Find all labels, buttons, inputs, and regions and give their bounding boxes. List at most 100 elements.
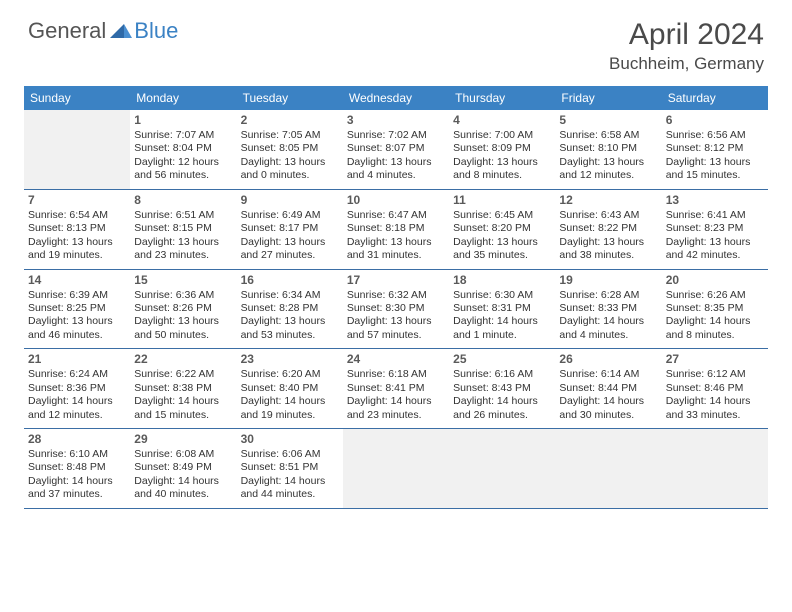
day-detail: Daylight: 13 hours (28, 315, 126, 328)
day-detail: Daylight: 12 hours (134, 156, 232, 169)
day-detail: Daylight: 13 hours (559, 156, 657, 169)
day-detail: and 19 minutes. (241, 409, 339, 422)
day-detail: Sunset: 8:13 PM (28, 222, 126, 235)
day-detail: and 4 minutes. (559, 329, 657, 342)
day-detail: Sunrise: 7:05 AM (241, 129, 339, 142)
day-detail: Sunset: 8:46 PM (666, 382, 764, 395)
day-detail: and 33 minutes. (666, 409, 764, 422)
day-detail: Sunset: 8:31 PM (453, 302, 551, 315)
weekday-header: Wednesday (343, 86, 449, 110)
day-detail: Sunrise: 6:58 AM (559, 129, 657, 142)
day-detail: Sunset: 8:33 PM (559, 302, 657, 315)
calendar-day: 9Sunrise: 6:49 AMSunset: 8:17 PMDaylight… (237, 190, 343, 269)
day-number: 27 (666, 352, 764, 366)
day-detail: Daylight: 13 hours (347, 315, 445, 328)
day-detail: Daylight: 13 hours (453, 156, 551, 169)
day-detail: Daylight: 14 hours (666, 315, 764, 328)
calendar-day: 16Sunrise: 6:34 AMSunset: 8:28 PMDayligh… (237, 270, 343, 349)
day-detail: Sunset: 8:35 PM (666, 302, 764, 315)
calendar-day (343, 429, 449, 508)
calendar-week: 28Sunrise: 6:10 AMSunset: 8:48 PMDayligh… (24, 429, 768, 509)
day-detail: Sunrise: 6:47 AM (347, 209, 445, 222)
day-number: 9 (241, 193, 339, 207)
day-detail: Sunset: 8:17 PM (241, 222, 339, 235)
day-detail: Sunrise: 6:43 AM (559, 209, 657, 222)
day-number: 13 (666, 193, 764, 207)
day-detail: Sunrise: 6:32 AM (347, 289, 445, 302)
day-detail: and 40 minutes. (134, 488, 232, 501)
day-detail: Sunset: 8:38 PM (134, 382, 232, 395)
day-detail: and 53 minutes. (241, 329, 339, 342)
day-detail: Daylight: 14 hours (28, 475, 126, 488)
day-detail: and 57 minutes. (347, 329, 445, 342)
day-detail: Sunrise: 6:06 AM (241, 448, 339, 461)
day-detail: Daylight: 14 hours (666, 395, 764, 408)
calendar-day: 28Sunrise: 6:10 AMSunset: 8:48 PMDayligh… (24, 429, 130, 508)
calendar-day: 25Sunrise: 6:16 AMSunset: 8:43 PMDayligh… (449, 349, 555, 428)
day-detail: Daylight: 13 hours (241, 315, 339, 328)
calendar-day: 1Sunrise: 7:07 AMSunset: 8:04 PMDaylight… (130, 110, 236, 189)
calendar-day: 10Sunrise: 6:47 AMSunset: 8:18 PMDayligh… (343, 190, 449, 269)
day-detail: Sunrise: 6:22 AM (134, 368, 232, 381)
calendar-day: 2Sunrise: 7:05 AMSunset: 8:05 PMDaylight… (237, 110, 343, 189)
calendar-day: 27Sunrise: 6:12 AMSunset: 8:46 PMDayligh… (662, 349, 768, 428)
weekday-header-row: Sunday Monday Tuesday Wednesday Thursday… (24, 86, 768, 110)
logo: General Blue (28, 18, 178, 44)
day-number: 16 (241, 273, 339, 287)
day-detail: and 26 minutes. (453, 409, 551, 422)
day-number: 6 (666, 113, 764, 127)
day-number: 23 (241, 352, 339, 366)
day-detail: Daylight: 13 hours (241, 156, 339, 169)
calendar-grid: 1Sunrise: 7:07 AMSunset: 8:04 PMDaylight… (24, 110, 768, 509)
calendar-day (555, 429, 661, 508)
day-number: 30 (241, 432, 339, 446)
day-detail: Sunrise: 6:34 AM (241, 289, 339, 302)
day-number: 3 (347, 113, 445, 127)
day-detail: and 12 minutes. (28, 409, 126, 422)
day-detail: Sunset: 8:05 PM (241, 142, 339, 155)
calendar-day: 12Sunrise: 6:43 AMSunset: 8:22 PMDayligh… (555, 190, 661, 269)
day-number: 18 (453, 273, 551, 287)
day-detail: and 23 minutes. (347, 409, 445, 422)
day-detail: Sunset: 8:36 PM (28, 382, 126, 395)
day-detail: Daylight: 13 hours (241, 236, 339, 249)
day-detail: Sunset: 8:43 PM (453, 382, 551, 395)
day-detail: Daylight: 14 hours (453, 395, 551, 408)
day-number: 8 (134, 193, 232, 207)
day-detail: Sunrise: 7:07 AM (134, 129, 232, 142)
day-detail: Sunset: 8:20 PM (453, 222, 551, 235)
calendar-week: 14Sunrise: 6:39 AMSunset: 8:25 PMDayligh… (24, 270, 768, 350)
day-number: 7 (28, 193, 126, 207)
day-detail: Sunset: 8:23 PM (666, 222, 764, 235)
calendar-week: 21Sunrise: 6:24 AMSunset: 8:36 PMDayligh… (24, 349, 768, 429)
day-detail: Sunset: 8:25 PM (28, 302, 126, 315)
calendar-day: 29Sunrise: 6:08 AMSunset: 8:49 PMDayligh… (130, 429, 236, 508)
day-detail: Sunset: 8:12 PM (666, 142, 764, 155)
day-detail: Sunset: 8:41 PM (347, 382, 445, 395)
calendar-day: 17Sunrise: 6:32 AMSunset: 8:30 PMDayligh… (343, 270, 449, 349)
day-detail: and 42 minutes. (666, 249, 764, 262)
weekday-header: Saturday (662, 86, 768, 110)
day-detail: Daylight: 14 hours (347, 395, 445, 408)
day-number: 28 (28, 432, 126, 446)
weekday-header: Thursday (449, 86, 555, 110)
calendar-day: 20Sunrise: 6:26 AMSunset: 8:35 PMDayligh… (662, 270, 768, 349)
day-number: 22 (134, 352, 232, 366)
day-detail: Daylight: 14 hours (241, 475, 339, 488)
day-detail: Sunrise: 6:14 AM (559, 368, 657, 381)
logo-text-blue: Blue (134, 18, 178, 44)
calendar-day: 26Sunrise: 6:14 AMSunset: 8:44 PMDayligh… (555, 349, 661, 428)
day-detail: Sunrise: 7:02 AM (347, 129, 445, 142)
weekday-header: Friday (555, 86, 661, 110)
calendar-day: 30Sunrise: 6:06 AMSunset: 8:51 PMDayligh… (237, 429, 343, 508)
calendar-day: 23Sunrise: 6:20 AMSunset: 8:40 PMDayligh… (237, 349, 343, 428)
day-detail: and 8 minutes. (666, 329, 764, 342)
day-detail: and 44 minutes. (241, 488, 339, 501)
day-detail: and 23 minutes. (134, 249, 232, 262)
day-detail: Sunset: 8:48 PM (28, 461, 126, 474)
day-number: 15 (134, 273, 232, 287)
calendar-day: 6Sunrise: 6:56 AMSunset: 8:12 PMDaylight… (662, 110, 768, 189)
calendar-day: 7Sunrise: 6:54 AMSunset: 8:13 PMDaylight… (24, 190, 130, 269)
day-detail: and 56 minutes. (134, 169, 232, 182)
day-detail: and 35 minutes. (453, 249, 551, 262)
